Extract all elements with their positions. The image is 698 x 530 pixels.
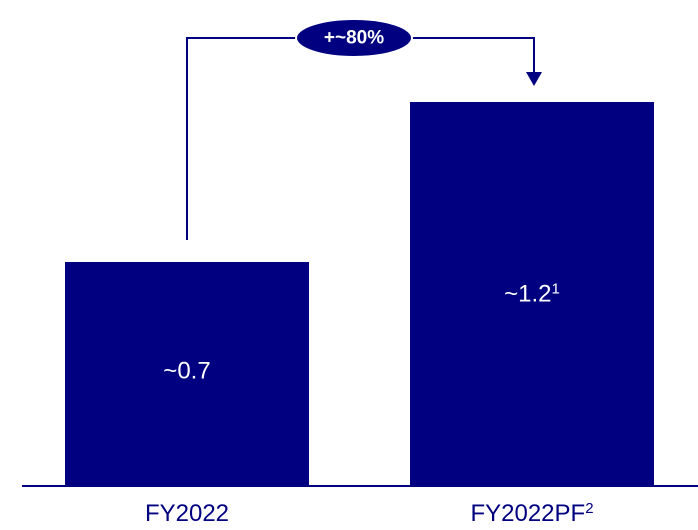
growth-badge: +~80% bbox=[295, 18, 413, 58]
arrow-head-icon bbox=[526, 72, 542, 86]
growth-badge-ellipse bbox=[295, 18, 413, 58]
bar-fy2022 bbox=[65, 262, 309, 486]
data-label-fy2022: ~0.7 bbox=[163, 357, 210, 384]
bar-fy2022pf bbox=[410, 102, 654, 486]
data-label-fy2022pf: ~1.21 bbox=[504, 280, 560, 308]
category-label-fy2022: FY2022 bbox=[145, 500, 229, 527]
growth-badge-label: +~80% bbox=[324, 28, 384, 49]
category-label-fy2022pf: FY2022PF2 bbox=[470, 500, 593, 528]
